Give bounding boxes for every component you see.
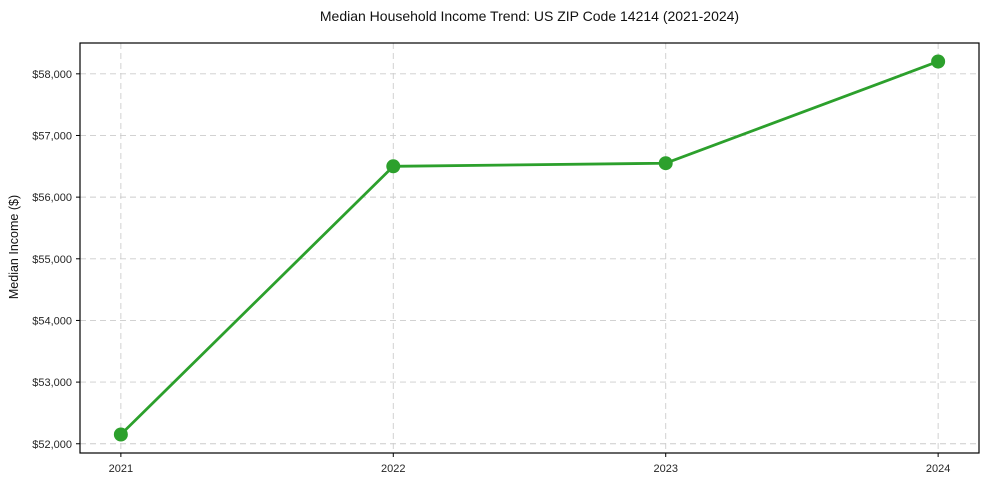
x-tick-label: 2023: [653, 463, 677, 475]
trend-line: [119, 60, 940, 436]
data-point-2024: [931, 54, 946, 69]
y-tick-label: $56,000: [32, 192, 72, 204]
data-point-2021: [113, 427, 128, 442]
y-tick-label: $58,000: [32, 69, 72, 81]
y-tick-label: $57,000: [32, 130, 72, 142]
y-tick-label: $54,000: [32, 315, 72, 327]
x-tick-label: 2024: [926, 463, 950, 475]
data-point-2022: [386, 159, 401, 174]
chart-title: Median Household Income Trend: US ZIP Co…: [319, 8, 740, 24]
x-tick-label: 2022: [381, 463, 405, 475]
y-tick-label: $53,000: [32, 377, 72, 389]
y-tick-label: $55,000: [32, 254, 72, 266]
x-tick-label: 2021: [109, 463, 133, 475]
data-point-2023: [658, 156, 673, 171]
y-tick-label: $52,000: [32, 439, 72, 451]
plot-border: [79, 42, 980, 454]
